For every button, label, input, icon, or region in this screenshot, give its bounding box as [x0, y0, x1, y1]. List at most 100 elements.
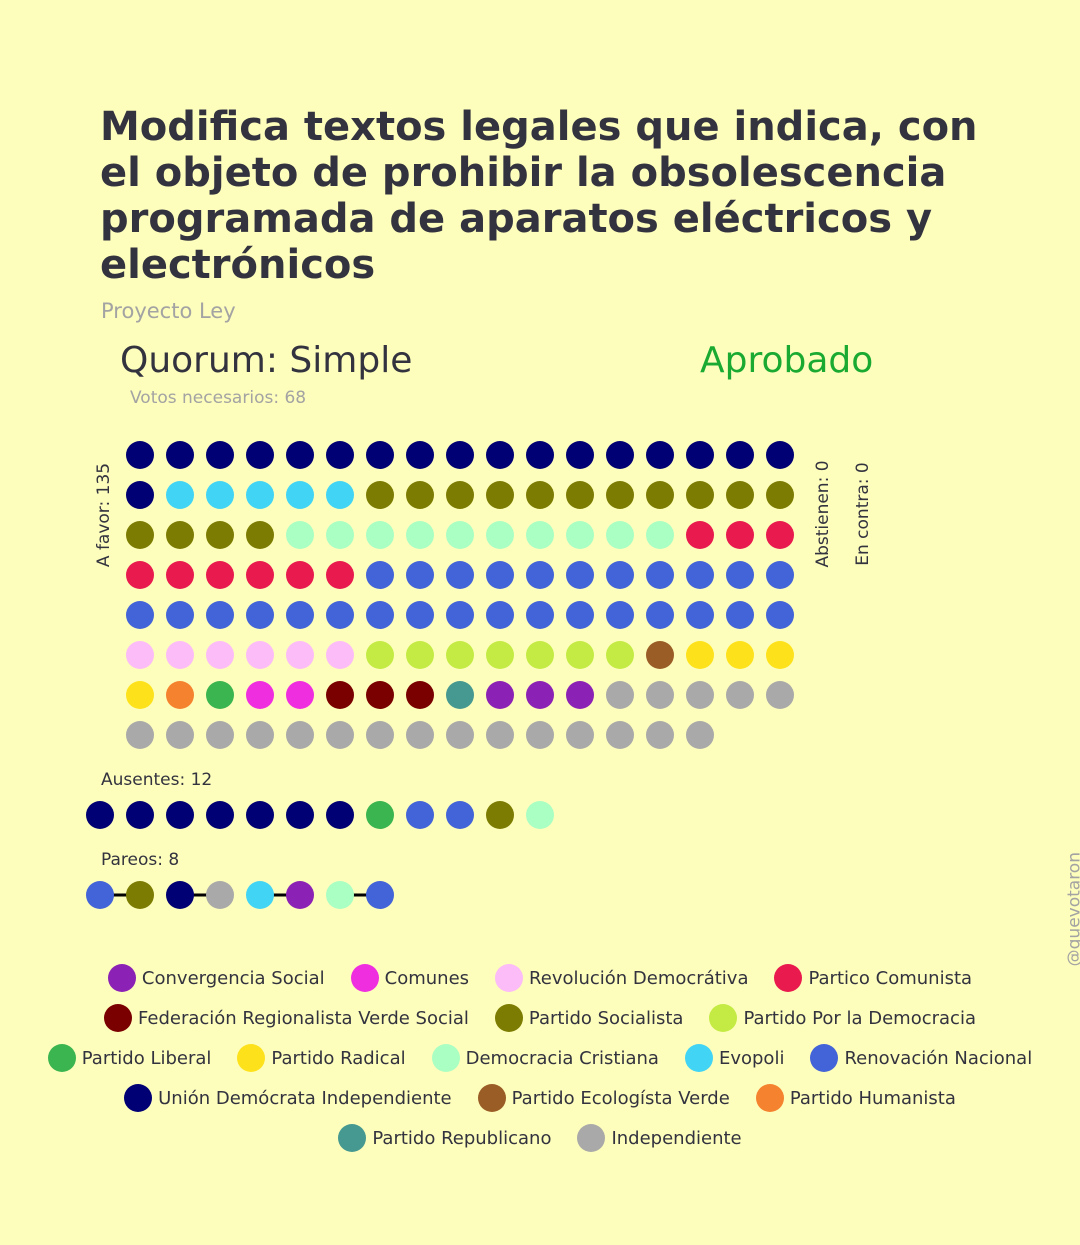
favor-vote-dot	[486, 641, 514, 669]
favor-vote-dot	[326, 441, 354, 469]
absent-vote-dot	[486, 801, 514, 829]
pair-vote-dot	[126, 881, 154, 909]
favor-vote-dot	[726, 601, 754, 629]
legend-label: Evopoli	[718, 1047, 785, 1069]
against-label: En contra: 0	[853, 462, 873, 566]
favor-vote-dot	[326, 481, 354, 509]
favor-vote-dot	[686, 641, 714, 669]
pair-vote-dot	[206, 881, 234, 909]
favor-vote-dot	[366, 481, 394, 509]
legend-label: Democracia Cristiana	[465, 1047, 659, 1069]
absent-vote-dot	[446, 801, 474, 829]
absent-vote-dot	[526, 801, 554, 829]
favor-vote-dot	[166, 601, 194, 629]
favor-vote-dot	[326, 721, 354, 749]
favor-vote-dot	[406, 681, 434, 709]
bill-type: Proyecto Ley	[101, 299, 236, 323]
favor-vote-dot	[486, 561, 514, 589]
favor-vote-dot	[526, 481, 554, 509]
favor-vote-dot	[126, 441, 154, 469]
pair-vote-dot	[246, 881, 274, 909]
favor-vote-dot	[366, 641, 394, 669]
absent-vote-dot	[246, 801, 274, 829]
favor-vote-dot	[766, 521, 794, 549]
favor-vote-dot	[286, 681, 314, 709]
favor-vote-dot	[326, 561, 354, 589]
favor-vote-dot	[446, 521, 474, 549]
favor-vote-dot	[526, 721, 554, 749]
legend-row: Convergencia Social Comunes Revolución Dem…	[95, 958, 985, 998]
legend-label: Independiente	[611, 1127, 742, 1149]
favor-vote-dot	[166, 641, 194, 669]
favor-vote-dot	[246, 561, 274, 589]
legend-item: Convergencia Social	[107, 964, 325, 992]
favor-vote-dot	[606, 481, 634, 509]
favor-vote-dot	[206, 721, 234, 749]
favor-vote-dot	[286, 521, 314, 549]
legend-item: Independiente	[577, 1124, 742, 1152]
favor-vote-dot	[286, 721, 314, 749]
favor-vote-dot	[246, 641, 274, 669]
legend-swatch	[494, 1004, 523, 1032]
legend-item: Partido Republicano	[338, 1124, 551, 1152]
favor-vote-dot	[366, 441, 394, 469]
legend-item: Partido Liberal	[47, 1044, 212, 1072]
favor-vote-dot	[726, 681, 754, 709]
favor-vote-dot	[286, 481, 314, 509]
favor-vote-dot	[126, 601, 154, 629]
favor-vote-dot	[646, 561, 674, 589]
favor-vote-dot	[446, 721, 474, 749]
legend-label: Federación Regionalista Verde Social	[138, 1007, 469, 1029]
absent-vote-dot	[166, 801, 194, 829]
favor-vote-dot	[206, 521, 234, 549]
legend-label: Partido Liberal	[81, 1047, 212, 1069]
favor-vote-dot	[726, 521, 754, 549]
legend-item: Democracia Cristiana	[431, 1044, 659, 1072]
favor-vote-dot	[486, 601, 514, 629]
legend-item: Partido Socialista	[494, 1004, 683, 1032]
favor-vote-dot	[606, 521, 634, 549]
legend-label: Convergencia Social	[141, 967, 325, 989]
favor-vote-dot	[486, 521, 514, 549]
legend-item: Unión Demócrata Independiente	[124, 1084, 452, 1112]
favor-vote-dot	[486, 721, 514, 749]
legend-swatch	[774, 964, 803, 992]
favor-vote-dot	[726, 561, 754, 589]
legend-swatch	[477, 1084, 506, 1112]
favor-vote-dot	[126, 641, 154, 669]
legend-row: Partido Liberal Partido Radical Democracia…	[35, 1038, 1045, 1078]
favor-vote-dot	[206, 441, 234, 469]
absent-vote-dot	[366, 801, 394, 829]
legend-swatch	[237, 1044, 266, 1072]
legend-label: Unión Demócrata Independiente	[158, 1087, 452, 1109]
legend-label: Partido Ecologísta Verde	[511, 1087, 730, 1109]
favor-vote-dot	[126, 521, 154, 549]
favor-vote-dot	[766, 441, 794, 469]
favor-vote-dot	[686, 601, 714, 629]
absent-vote-dot	[406, 801, 434, 829]
legend-item: Partido Ecologísta Verde	[477, 1084, 730, 1112]
absent-vote-dot	[326, 801, 354, 829]
legend-item: Partido Humanista	[755, 1084, 956, 1112]
favor-vote-dot	[126, 681, 154, 709]
favor-vote-dot	[766, 601, 794, 629]
favor-vote-dot	[286, 641, 314, 669]
favor-vote-dot	[326, 641, 354, 669]
favor-vote-dot	[166, 521, 194, 549]
favor-vote-dot	[206, 481, 234, 509]
favor-vote-dot	[526, 521, 554, 549]
party-legend: Convergencia Social Comunes Revolución Dem…	[20, 958, 1060, 1158]
favor-vote-dot	[206, 681, 234, 709]
legend-item: Partido Radical	[237, 1044, 406, 1072]
absent-vote-dot	[86, 801, 114, 829]
favor-vote-dot	[686, 561, 714, 589]
legend-swatch	[755, 1084, 784, 1112]
favor-vote-dot	[326, 681, 354, 709]
favor-vote-dot	[406, 721, 434, 749]
favor-vote-dot	[166, 561, 194, 589]
favor-vote-dot	[566, 681, 594, 709]
favor-vote-dot	[286, 601, 314, 629]
favor-vote-dot	[766, 481, 794, 509]
favor-vote-dot	[606, 561, 634, 589]
legend-label: Revolución Democrátiva	[529, 967, 749, 989]
